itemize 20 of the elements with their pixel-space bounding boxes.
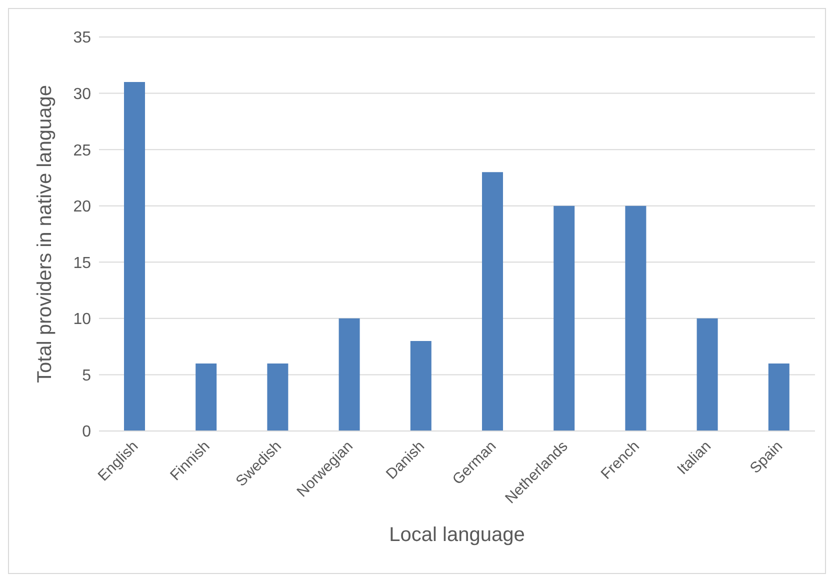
- x-axis-title: Local language: [389, 524, 525, 546]
- bar: [482, 172, 503, 431]
- y-tick-label: 15: [73, 254, 92, 272]
- bar: [768, 363, 790, 431]
- bar: [554, 206, 575, 431]
- y-tick-label: 25: [73, 142, 92, 160]
- y-tick-label: 35: [73, 30, 92, 47]
- bar: [696, 318, 718, 431]
- bar: [196, 363, 217, 431]
- y-axis-title: Total providers in native language: [34, 85, 56, 383]
- y-tick-label: 30: [73, 86, 92, 103]
- y-tick-label: 10: [73, 311, 92, 328]
- bar: [338, 318, 360, 431]
- bar: [410, 340, 432, 431]
- bar: [124, 82, 145, 431]
- bar: [625, 206, 646, 431]
- y-tick-label: 0: [82, 424, 92, 441]
- y-tick-label: 20: [73, 198, 92, 216]
- y-tick-label: 5: [82, 367, 92, 384]
- bar: [267, 363, 288, 431]
